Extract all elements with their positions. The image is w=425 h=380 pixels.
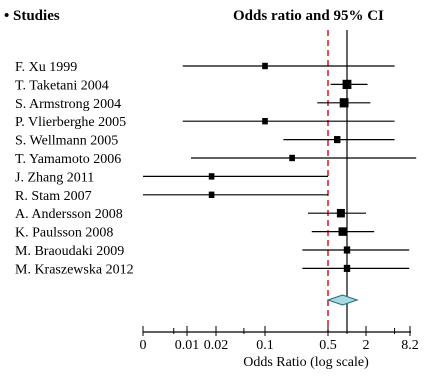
study-label: S. Armstrong 2004 xyxy=(15,97,121,112)
effect-square xyxy=(208,191,215,198)
effect-square xyxy=(262,118,268,125)
effect-square xyxy=(343,246,351,254)
x-tick-label: 2 xyxy=(363,338,370,353)
effect-square xyxy=(336,208,345,218)
effect-square xyxy=(262,62,268,70)
x-tick-label: 8.2 xyxy=(401,338,419,353)
x-tick-label: 0.5 xyxy=(319,338,337,353)
study-label: M. Braoudaki 2009 xyxy=(15,244,124,259)
effect-square xyxy=(334,136,341,144)
effect-square xyxy=(343,264,351,272)
pooled-diamond xyxy=(326,294,359,306)
header-bullet: • xyxy=(4,8,9,24)
study-label: T. Yamamoto 2006 xyxy=(15,152,121,167)
x-tick-label: 0.02 xyxy=(204,338,229,353)
study-label: P. Vlierberghe 2005 xyxy=(15,115,126,130)
header-odds-ratio: Odds ratio and 95% CI xyxy=(233,8,384,24)
study-label: F. Xu 1999 xyxy=(15,60,77,75)
study-label: M. Kraszewska 2012 xyxy=(15,262,134,277)
x-axis-title: Odds Ratio (log scale) xyxy=(243,355,369,370)
x-tick-label: 0.01 xyxy=(175,338,200,353)
effect-square xyxy=(339,98,349,108)
x-tick-label: 0.1 xyxy=(256,338,274,353)
study-label: R. Stam 2007 xyxy=(15,189,92,204)
effect-square xyxy=(208,173,215,180)
effect-square xyxy=(289,154,295,162)
study-label: A. Andersson 2008 xyxy=(15,207,123,222)
header-studies: Studies xyxy=(13,8,60,24)
x-tick-label: 0 xyxy=(140,338,147,353)
study-label: K. Paulsson 2008 xyxy=(15,226,113,241)
study-label: J. Zhang 2011 xyxy=(15,170,94,185)
effect-square xyxy=(338,227,347,236)
study-label: S. Wellmann 2005 xyxy=(15,134,118,149)
effect-square xyxy=(342,79,352,89)
study-label: T. Taketani 2004 xyxy=(15,78,109,93)
